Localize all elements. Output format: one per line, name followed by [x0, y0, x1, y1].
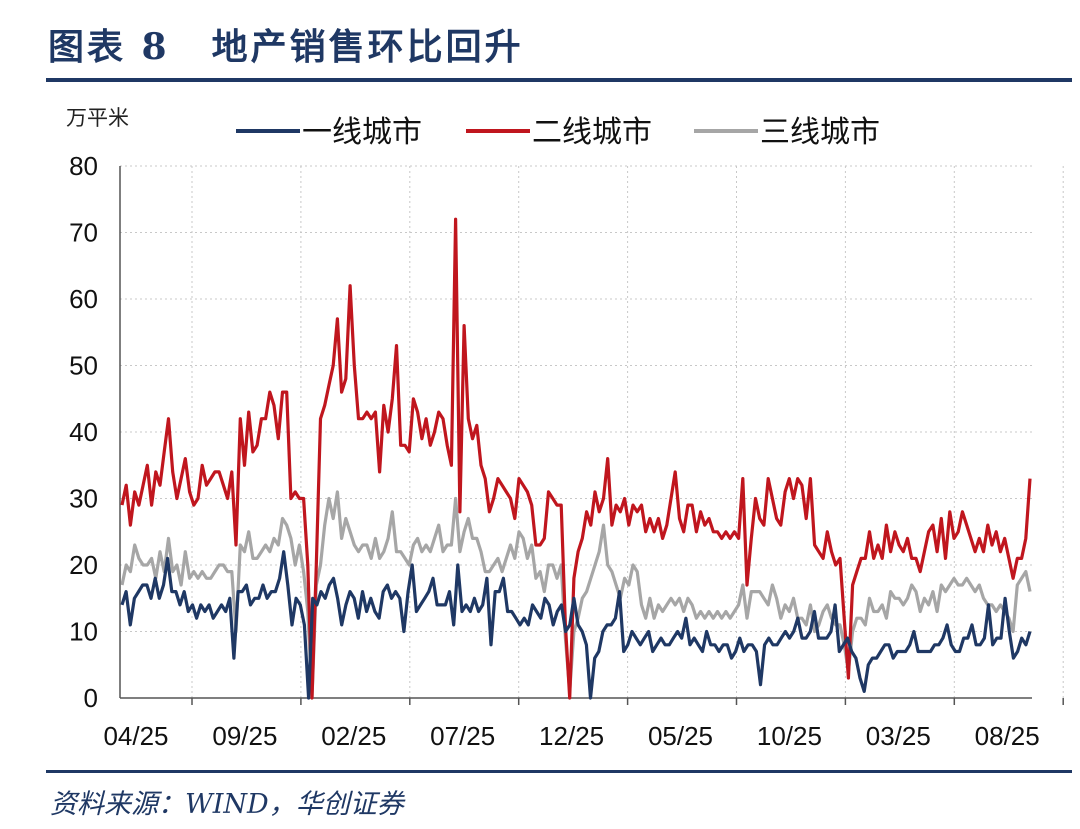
x-tick-label: 03/25: [866, 721, 931, 751]
y-tick-label: 0: [84, 683, 98, 713]
y-tick-label: 20: [69, 550, 98, 580]
x-tick-label: 09/25: [212, 721, 277, 751]
legend-label-0: 一线城市: [302, 115, 422, 150]
y-tick-label: 40: [69, 417, 98, 447]
x-tick-label: 08/25: [975, 721, 1040, 751]
figure-number: 图表 8: [48, 26, 170, 68]
x-tick-label: 05/25: [648, 721, 713, 751]
series-line-2: [120, 490, 1032, 700]
figure-title-text: 地产销售环比回升: [211, 26, 524, 68]
x-tick-label: 12/25: [539, 721, 604, 751]
legend: 一线城市 二线城市 三线城市: [236, 115, 880, 150]
y-tick-label: 10: [69, 617, 98, 647]
series-line-0: [120, 550, 1032, 700]
y-axis-unit-label: 万平米: [66, 106, 129, 130]
grid: [120, 165, 1064, 698]
x-tick-label: 04/25: [103, 721, 168, 751]
y-tick-label: 60: [69, 284, 98, 314]
y-tick-label: 50: [69, 351, 98, 381]
figure-title: 图表 8 地产销售环比回升: [48, 18, 524, 70]
legend-label-1: 二线城市: [532, 115, 652, 150]
source-divider: [46, 770, 1072, 773]
title-divider: [46, 78, 1072, 82]
y-tick-label: 30: [69, 484, 98, 514]
source-note: 资料来源：WIND，华创证券: [50, 789, 404, 820]
x-tick-label: 02/25: [321, 721, 386, 751]
y-tick-label: 80: [69, 151, 98, 181]
series-line-1: [120, 217, 1032, 700]
series-lines: [120, 217, 1032, 700]
axes: 0 10 20 30 40 50 60 70 80 04/25 09/25 02/25 07/25 12/…: [69, 151, 1064, 751]
legend-label-2: 三线城市: [760, 115, 880, 150]
x-tick-label: 10/25: [757, 721, 822, 751]
y-tick-label: 70: [69, 218, 98, 248]
x-tick-label: 07/25: [430, 721, 495, 751]
